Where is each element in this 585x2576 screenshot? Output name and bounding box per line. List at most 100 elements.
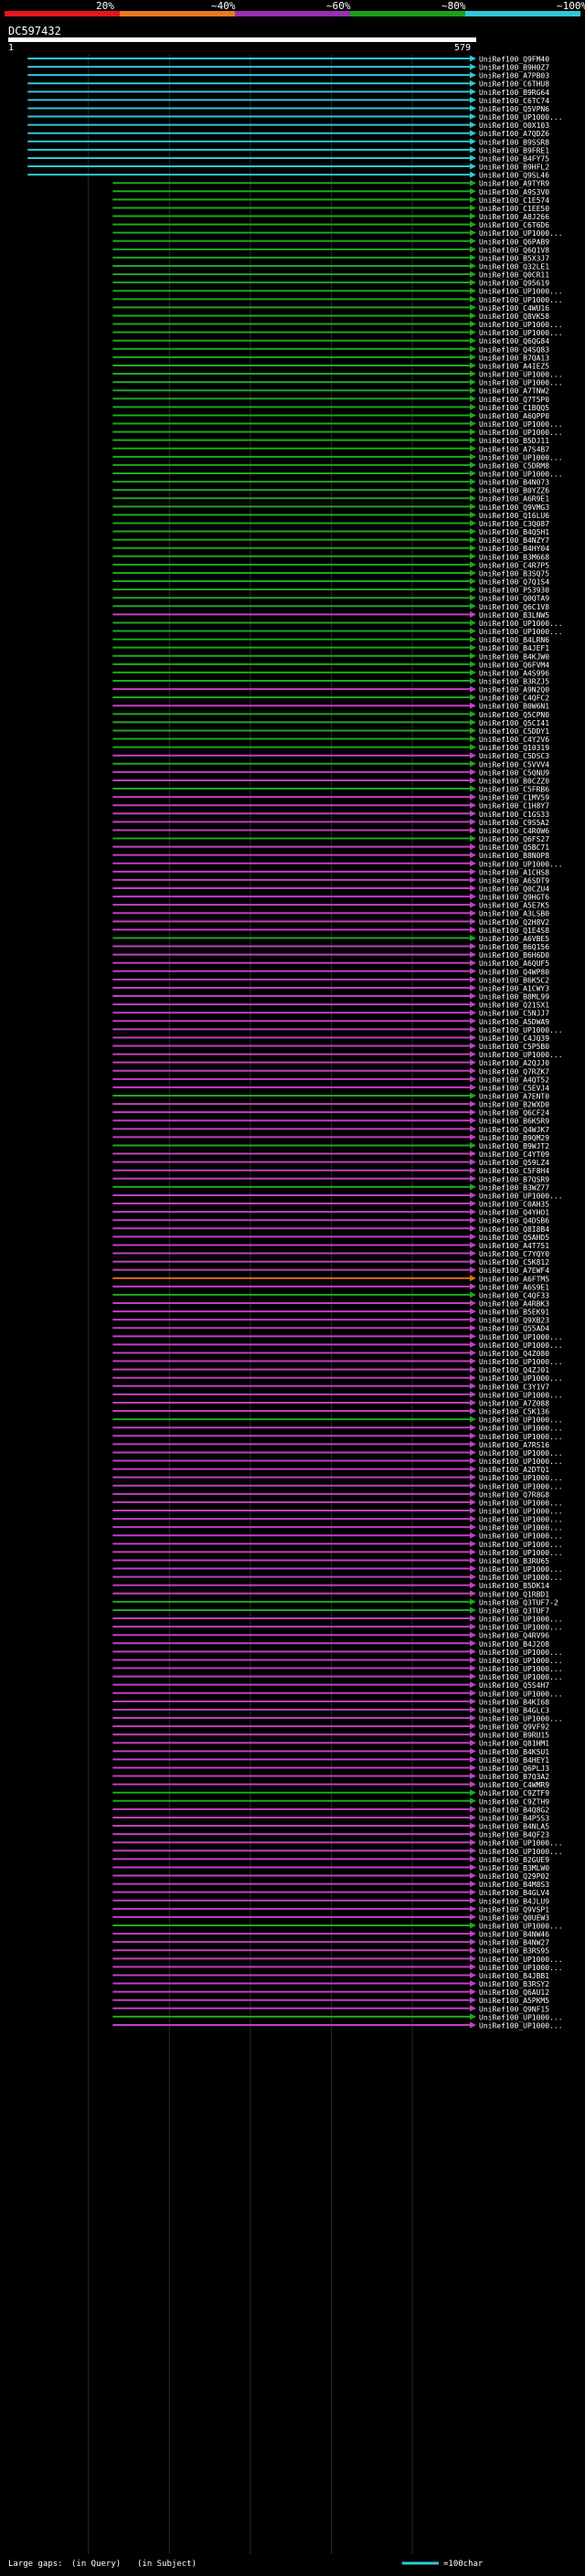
alignment-row[interactable]: UniRef100_B4JBB1 <box>112 1971 549 1980</box>
hit-label[interactable]: UniRef100_B3LNW5 <box>479 611 549 620</box>
hit-label[interactable]: UniRef100_A9S3V0 <box>479 188 549 196</box>
alignment-row[interactable]: UniRef100_Q6C1V8 <box>112 602 549 611</box>
hit-label[interactable]: UniRef100_B4NW46 <box>479 1931 549 1939</box>
hit-label[interactable]: UniRef100_A1CHS8 <box>479 868 549 876</box>
alignment-row[interactable]: UniRef100_Q5S4H7 <box>112 1681 549 1690</box>
hit-label[interactable]: UniRef100_A5PKM5 <box>479 1997 549 2005</box>
hit-label[interactable]: UniRef100_Q6AU12 <box>479 1988 549 1997</box>
alignment-row[interactable]: UniRef100_A6VBE5 <box>112 934 549 943</box>
hit-label[interactable]: UniRef100_B3M668 <box>479 553 549 561</box>
alignment-row[interactable]: UniRef100_B7QA13 <box>112 354 549 362</box>
alignment-row[interactable]: UniRef100_C5K136 <box>112 1407 549 1416</box>
alignment-row[interactable]: UniRef100_Q1RBD1 <box>112 1590 549 1598</box>
hit-label[interactable]: UniRef100_O0X103 <box>479 122 549 130</box>
hit-label[interactable]: UniRef100_B2GUE9 <box>479 1856 549 1864</box>
hit-label[interactable]: UniRef100_Q95619 <box>479 280 549 288</box>
hit-label[interactable]: UniRef100_C0AH35 <box>479 1201 549 1209</box>
hit-label[interactable]: UniRef100_Q4ZJ01 <box>479 1366 549 1374</box>
alignment-row[interactable]: UniRef100_A6QUF5 <box>112 959 549 968</box>
alignment-row[interactable]: UniRef100_C6TC74 <box>27 96 549 105</box>
hit-label[interactable]: UniRef100_Q0QTA9 <box>479 595 549 603</box>
alignment-row[interactable]: UniRef100_Q6AU12 <box>112 1988 549 1997</box>
hit-label[interactable]: UniRef100_C5QNU9 <box>479 769 549 777</box>
hit-label[interactable]: UniRef100_UP1000... <box>479 1508 563 1516</box>
alignment-row[interactable]: UniRef100_C4QFC2 <box>112 694 549 703</box>
alignment-row[interactable]: UniRef100_B5EK91 <box>112 1308 549 1317</box>
hit-label[interactable]: UniRef100_UP1000... <box>479 1839 563 1848</box>
alignment-row[interactable]: UniRef100_A6R9E1 <box>112 494 549 504</box>
alignment-row[interactable]: UniRef100_A7TNW2 <box>112 387 549 396</box>
hit-label[interactable]: UniRef100_Q7Q1S4 <box>479 578 549 587</box>
hit-label[interactable]: UniRef100_UP1000... <box>479 229 563 238</box>
hit-label[interactable]: UniRef100_B4J2O8 <box>479 1640 549 1648</box>
alignment-row[interactable]: UniRef100_Q9VMG3 <box>112 503 549 512</box>
alignment-row[interactable]: UniRef100_A6FTM5 <box>112 1275 549 1283</box>
alignment-row[interactable]: UniRef100_A2DTQ1 <box>112 1466 549 1474</box>
alignment-row[interactable]: UniRef100_B3RSY2 <box>112 1980 549 1988</box>
alignment-row[interactable]: UniRef100_Q8VK58 <box>112 312 549 321</box>
hit-label[interactable]: UniRef100_B0YZZ6 <box>479 487 549 495</box>
hit-label[interactable]: UniRef100_A1CWY3 <box>479 984 549 992</box>
alignment-row[interactable]: UniRef100_Q0UEW3 <box>112 1913 549 1922</box>
hit-label[interactable]: UniRef100_UP1000... <box>479 1516 563 1524</box>
hit-label[interactable]: UniRef100_A3LSB0 <box>479 910 549 918</box>
alignment-row[interactable]: UniRef100_B4J2O8 <box>112 1639 549 1648</box>
hit-label[interactable]: UniRef100_Q5VPN6 <box>479 105 549 113</box>
hit-label[interactable]: UniRef100_Q5CI41 <box>479 719 549 727</box>
hit-label[interactable]: UniRef100_Q4WJK7 <box>479 1126 549 1134</box>
hit-label[interactable]: UniRef100_C7YQY0 <box>479 1250 549 1258</box>
hit-label[interactable]: UniRef100_UP1000... <box>479 1565 563 1574</box>
alignment-row[interactable]: UniRef100_C4R7P5 <box>112 561 549 569</box>
hit-label[interactable]: UniRef100_B7QSR9 <box>479 1175 549 1183</box>
hit-label[interactable]: UniRef100_B4K5U1 <box>479 1748 549 1756</box>
hit-label[interactable]: UniRef100_B4KI68 <box>479 1698 549 1706</box>
hit-label[interactable]: UniRef100_Q9SL46 <box>479 172 549 180</box>
hit-label[interactable]: UniRef100_C4WU16 <box>479 304 549 313</box>
hit-label[interactable]: UniRef100_Q29P02 <box>479 1872 549 1881</box>
hit-label[interactable]: UniRef100_B5DK14 <box>479 1582 549 1590</box>
hit-label[interactable]: UniRef100_A4QT52 <box>479 1076 549 1084</box>
hit-label[interactable]: UniRef100_C9S5A2 <box>479 819 549 827</box>
alignment-row[interactable]: UniRef100_B4HY04 <box>112 545 549 553</box>
alignment-row[interactable]: UniRef100_UP1000... <box>112 1482 563 1490</box>
alignment-row[interactable]: UniRef100_A6S9E1 <box>112 1283 549 1291</box>
alignment-row[interactable]: UniRef100_UP1000... <box>112 1025 563 1034</box>
alignment-row[interactable]: UniRef100_C9S5A2 <box>112 818 549 827</box>
hit-label[interactable]: UniRef100_Q0CR11 <box>479 271 549 280</box>
alignment-row[interactable]: UniRef100_A6SDT9 <box>112 876 549 885</box>
hit-label[interactable]: UniRef100_Q8I8B4 <box>479 1225 549 1234</box>
alignment-row[interactable]: UniRef100_A1CWY3 <box>112 984 549 992</box>
hit-label[interactable]: UniRef100_UP1000... <box>479 371 563 379</box>
hit-label[interactable]: UniRef100_UP1000... <box>479 1657 563 1665</box>
alignment-row[interactable]: UniRef100_UP1000... <box>112 1499 563 1507</box>
hit-label[interactable]: UniRef100_UP1000... <box>479 1673 563 1681</box>
hit-label[interactable]: UniRef100_UP1000... <box>479 1624 563 1632</box>
alignment-row[interactable]: UniRef100_B4NLA5 <box>112 1822 549 1831</box>
alignment-row[interactable]: UniRef100_B9H0Z7 <box>27 63 549 72</box>
alignment-row[interactable]: UniRef100_B4HEY1 <box>112 1755 549 1765</box>
hit-label[interactable]: UniRef100_C4R0W6 <box>479 827 549 835</box>
hit-label[interactable]: UniRef100_Q6PAB9 <box>479 238 549 246</box>
alignment-row[interactable]: UniRef100_A5PKM5 <box>112 1997 549 2005</box>
alignment-row[interactable]: UniRef100_B4M8S3 <box>112 1881 549 1889</box>
hit-label[interactable]: UniRef100_C6TC74 <box>479 97 549 105</box>
hit-label[interactable]: UniRef100_C5FRB6 <box>479 786 549 794</box>
alignment-row[interactable]: UniRef100_UP1000... <box>112 370 563 379</box>
hit-label[interactable]: UniRef100_UP1000... <box>479 1524 563 1532</box>
hit-label[interactable]: UniRef100_B4NLA5 <box>479 1823 549 1831</box>
hit-label[interactable]: UniRef100_A6QPP0 <box>479 412 549 420</box>
alignment-row[interactable]: UniRef100_A7ENT0 <box>112 1092 549 1101</box>
hit-label[interactable]: UniRef100_A4T751 <box>479 1242 549 1250</box>
alignment-row[interactable]: UniRef100_Q0CZU4 <box>112 885 549 894</box>
hit-label[interactable]: UniRef100_A9TYR9 <box>479 180 549 188</box>
alignment-row[interactable]: UniRef100_Q1E4S8 <box>112 926 549 935</box>
alignment-row[interactable]: UniRef100_B3WZ77 <box>112 1183 549 1192</box>
alignment-row[interactable]: UniRef100_UP1000... <box>112 1574 563 1582</box>
alignment-row[interactable]: UniRef100_C5K812 <box>112 1258 549 1267</box>
hit-label[interactable]: UniRef100_Q4DSB6 <box>479 1217 549 1225</box>
alignment-row[interactable]: UniRef100_UP1000... <box>112 2021 563 2030</box>
alignment-row[interactable]: UniRef100_C4YT09 <box>112 1150 549 1159</box>
hit-label[interactable]: UniRef100_B6K5R9 <box>479 1118 549 1126</box>
alignment-row[interactable]: UniRef100_A3LSB0 <box>112 909 549 918</box>
alignment-row[interactable]: UniRef100_B5DJ11 <box>112 437 549 445</box>
